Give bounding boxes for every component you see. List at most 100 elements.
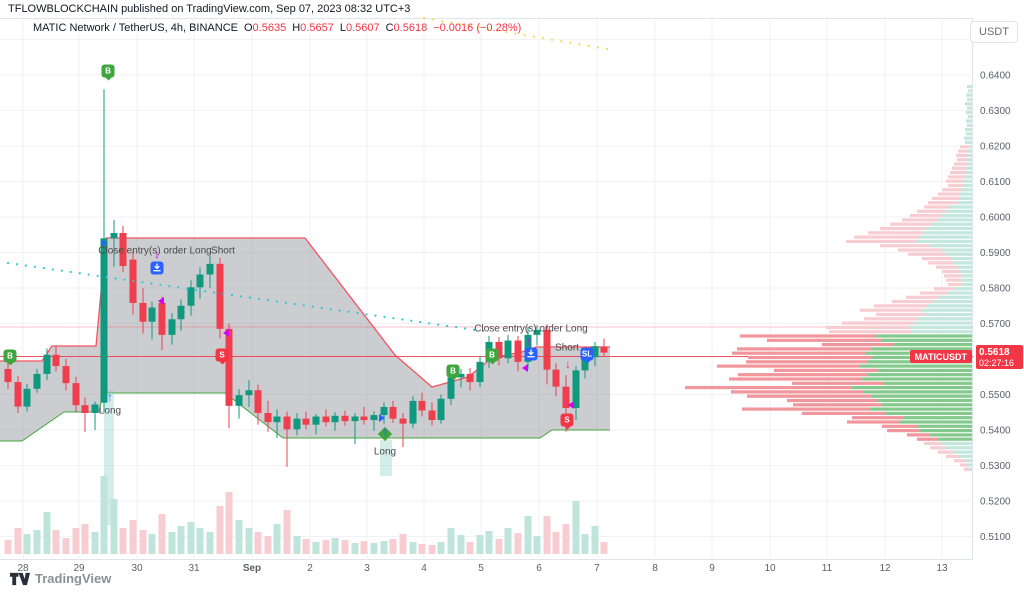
up-arrow-icon: ↑ [381,424,389,439]
profile-buy-segment [900,420,972,424]
profile-buy-segment [862,377,972,381]
dotted-trend-point [195,288,198,292]
volume-bar [591,526,599,554]
volume-bar [428,545,436,554]
dotted-trend-point [293,302,296,306]
price-axis-label: 0.6100 [980,177,1011,188]
profile-sell-segment [747,394,872,398]
last-price-label[interactable]: 0.5618 02:27:16 [976,345,1023,369]
profile-sell-segment [932,196,959,200]
volume-bar [43,512,51,554]
volume-bar [514,533,522,554]
profile-sell-segment [948,183,964,188]
candle-body [562,386,570,408]
candle-body [380,406,388,416]
profile-sell-segment [787,398,878,403]
profile-buy-segment [938,437,972,441]
profile-sell-segment [731,390,864,394]
profile-sell-segment [767,338,882,342]
price-axis-label: 0.6300 [980,106,1011,117]
profile-buy-segment [922,308,972,312]
profile-buy-segment [968,149,972,153]
candle-body [119,232,127,266]
volume-bar [331,538,339,554]
profile-sell-segment [930,446,946,450]
time-axis-label: 28 [17,563,29,574]
candle-body [72,383,80,406]
buy-signal-pin[interactable]: B [3,349,17,366]
candle-body [447,377,455,399]
position-close-tick [158,297,164,305]
profile-buy-segment [968,463,972,467]
profile-sell-segment [924,441,942,446]
close-order-icon[interactable] [150,261,164,275]
profile-sell-segment [880,244,930,248]
marker-layer: B B B B S S SL ↓ ↑ ↓ ↓ ↑ ↑ Close entry(s) order Long S… [0,0,1024,458]
profile-buy-segment [967,85,972,89]
price-axis-label: 0.5500 [980,390,1011,401]
profile-sell-segment [960,463,968,467]
profile-buy-segment [912,330,972,334]
profile-buy-segment [966,110,972,114]
profile-sell-segment [922,257,952,261]
candle-body [43,354,51,374]
currency-toggle-button[interactable]: USDT [970,21,1018,43]
candle-body [495,341,503,359]
profile-buy-segment [965,102,972,106]
profile-buy-segment [952,257,972,261]
stop-loss-pin[interactable]: SL [580,347,594,364]
dotted-trend-point [105,276,108,279]
volume-bar [293,536,301,554]
profile-buy-segment [938,218,972,222]
candle-body [81,405,89,413]
dotted-trend-point [24,264,28,267]
time-axis-label: 8 [652,563,658,574]
dotted-trend-point [329,308,332,311]
buy-signal-pin[interactable]: B [485,348,499,365]
symbol-legend[interactable]: MATIC Network / TetherUS, 4h, BINANCE O0.… [33,22,521,34]
profile-sell-segment [952,166,966,170]
time-axis-label: 3 [364,563,370,574]
profile-buy-segment [940,295,972,299]
candle-body [196,274,204,288]
profile-sell-segment [826,325,910,329]
profile-buy-segment [946,252,972,256]
dotted-trend-point [410,319,413,322]
dotted-trend-point [578,43,581,46]
order-direction-arrow: ↑ [526,334,532,348]
candle-body [4,368,12,383]
buy-signal-pin[interactable]: B [446,364,460,381]
volume-bar [418,544,426,554]
profile-buy-segment [954,261,972,265]
profile-buy-segment [942,441,972,446]
dotted-trend-point [6,261,10,265]
sell-signal-pin[interactable]: S [215,348,229,365]
sell-signal-pin[interactable]: S [560,413,574,430]
volume-bar [572,501,580,554]
profile-sell-segment [738,373,868,377]
candle-body [466,373,474,383]
profile-buy-segment [918,317,972,321]
dotted-trend-point [523,33,526,37]
candle-body [360,416,368,421]
profile-sell-segment [793,403,882,407]
time-axis-label: 4 [421,563,427,574]
candle-body [206,263,214,275]
candle-body [110,232,118,239]
price-axis-label: 0.5800 [980,284,1011,295]
buy-signal-pin[interactable]: B [101,64,115,81]
dotted-trend-point [302,304,305,307]
close-order-icon[interactable] [524,347,538,361]
ohlc-key: L [339,22,346,34]
tradingview-logo[interactable]: TradingView [10,571,111,586]
candle-body [418,400,426,411]
dotted-trend-point [551,38,554,41]
profile-buy-segment [914,321,972,325]
volume-bar [81,524,89,554]
strategy-annotation: Long [373,446,397,458]
volume-bar [129,520,137,554]
dotted-trend-point [266,299,270,302]
profile-sell-segment [958,149,968,153]
time-axis-label: 12 [879,563,891,574]
